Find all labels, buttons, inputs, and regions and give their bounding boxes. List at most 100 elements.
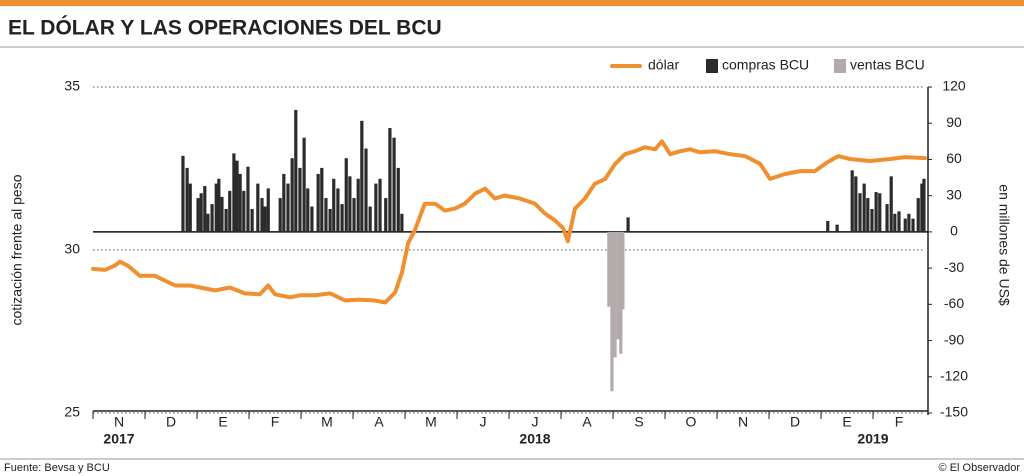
top-band bbox=[0, 0, 1024, 6]
y-axis-title: cotización frente al peso bbox=[9, 174, 25, 325]
bar bbox=[392, 137, 396, 232]
x-tick-label: O bbox=[686, 414, 697, 430]
bar bbox=[858, 193, 862, 232]
chart-title: EL DÓLAR Y LAS OPERACIONES DEL BCU bbox=[8, 16, 442, 40]
bar bbox=[224, 208, 228, 232]
x-tick-label: D bbox=[790, 414, 800, 430]
y2-tick-label: 0 bbox=[950, 223, 958, 239]
legend-swatch bbox=[834, 59, 846, 73]
bar bbox=[626, 217, 630, 232]
bar bbox=[185, 167, 189, 232]
y2-axis-title: en millones de US$ bbox=[996, 184, 1012, 306]
bar bbox=[316, 173, 320, 232]
y2-tick-label: -60 bbox=[944, 295, 964, 311]
bar bbox=[246, 166, 250, 232]
legend-label: dólar bbox=[648, 57, 679, 73]
bar bbox=[320, 167, 324, 232]
bar bbox=[256, 183, 260, 232]
bar bbox=[610, 231, 614, 392]
x-tick-label: E bbox=[842, 414, 851, 430]
bar bbox=[613, 231, 617, 358]
bar bbox=[374, 183, 378, 232]
x-tick-label: M bbox=[321, 414, 333, 430]
bar bbox=[384, 198, 388, 232]
x-tick-label: S bbox=[634, 414, 643, 430]
bar bbox=[866, 198, 870, 232]
bar bbox=[324, 198, 328, 232]
bar bbox=[916, 198, 920, 232]
y-tick-label: 25 bbox=[64, 404, 80, 420]
bar bbox=[278, 198, 282, 232]
bar bbox=[286, 183, 290, 232]
bar bbox=[290, 158, 294, 232]
x-tick-label: A bbox=[374, 414, 384, 430]
y2-tick-label: -150 bbox=[940, 404, 968, 420]
bar bbox=[889, 176, 893, 232]
y-tick-label: 30 bbox=[64, 241, 80, 257]
bar bbox=[348, 176, 352, 232]
x-tick-label: E bbox=[218, 414, 227, 430]
bar bbox=[203, 186, 207, 232]
bar bbox=[826, 221, 830, 232]
bar bbox=[250, 208, 254, 232]
bar bbox=[607, 231, 611, 307]
bar bbox=[396, 167, 400, 232]
bar bbox=[903, 218, 907, 232]
bar bbox=[298, 167, 302, 232]
bar bbox=[897, 211, 901, 232]
bar bbox=[344, 158, 348, 232]
source: Fuente: Bevsa y BCU bbox=[4, 462, 110, 474]
x-tick-label: A bbox=[582, 414, 592, 430]
bar bbox=[206, 213, 210, 232]
legend-swatch bbox=[706, 59, 718, 73]
y-tick-label: 35 bbox=[64, 78, 80, 94]
y2-tick-label: 60 bbox=[946, 150, 962, 166]
y2-tick-label: 120 bbox=[942, 78, 966, 94]
bar bbox=[878, 193, 882, 232]
bar bbox=[619, 231, 623, 354]
bar bbox=[356, 178, 360, 232]
bar bbox=[302, 137, 306, 232]
bar bbox=[310, 206, 314, 232]
bar bbox=[199, 193, 203, 232]
bar bbox=[874, 192, 878, 232]
bar bbox=[210, 204, 214, 232]
y2-tick-label: 30 bbox=[946, 186, 962, 202]
bar bbox=[854, 176, 858, 232]
y2-tick-label: -120 bbox=[940, 367, 968, 383]
bar bbox=[228, 190, 232, 232]
x-tick-label: M bbox=[425, 414, 437, 430]
bar bbox=[388, 128, 392, 232]
bar bbox=[368, 206, 372, 232]
year-label: 2018 bbox=[519, 431, 550, 447]
bar bbox=[294, 109, 298, 232]
legend-label: ventas BCU bbox=[850, 57, 925, 73]
bar bbox=[885, 204, 889, 232]
x-tick-label: F bbox=[271, 414, 280, 430]
bar bbox=[336, 188, 340, 232]
x-tick-label: J bbox=[480, 414, 487, 430]
bar bbox=[340, 204, 344, 232]
y2-tick-label: -90 bbox=[944, 331, 964, 347]
bar bbox=[220, 196, 224, 232]
bar bbox=[400, 213, 404, 232]
y2-tick-label: -30 bbox=[944, 259, 964, 275]
bar bbox=[235, 160, 239, 232]
line bbox=[91, 139, 927, 305]
bar bbox=[263, 206, 267, 232]
bar bbox=[196, 198, 200, 232]
bar bbox=[328, 208, 332, 232]
legend-label: compras BCU bbox=[722, 57, 809, 73]
bar bbox=[616, 231, 620, 340]
bar bbox=[306, 188, 310, 232]
bar bbox=[907, 213, 911, 232]
bar bbox=[266, 188, 270, 232]
bar bbox=[360, 120, 364, 232]
bar bbox=[242, 190, 246, 232]
bar bbox=[893, 213, 897, 232]
bar bbox=[364, 148, 368, 232]
bar bbox=[922, 178, 926, 232]
x-tick-label: D bbox=[166, 414, 176, 430]
bar bbox=[232, 153, 236, 232]
